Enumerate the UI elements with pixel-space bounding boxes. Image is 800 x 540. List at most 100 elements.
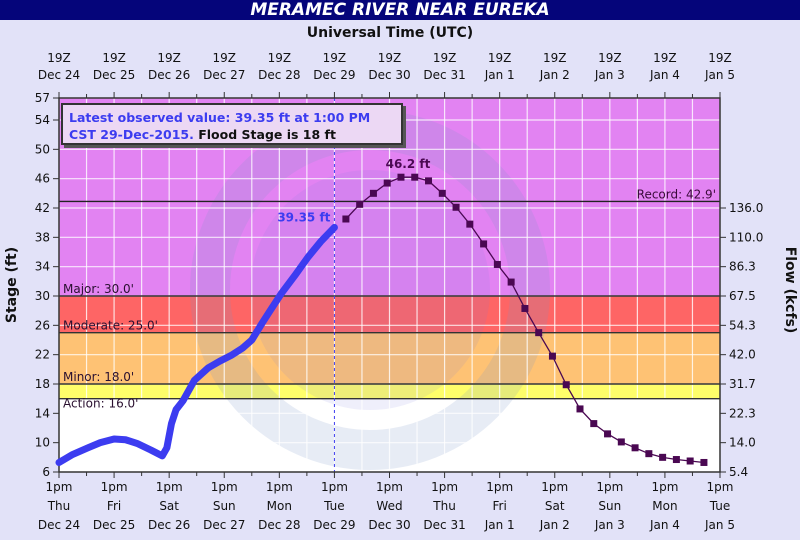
top-tick-date: Dec 30 — [368, 68, 410, 82]
top-tick-date: Jan 1 — [484, 68, 515, 82]
bottom-tick-time: 1pm — [211, 480, 238, 494]
forecast-point — [438, 189, 446, 197]
forecast-point — [700, 458, 708, 466]
bottom-tick-day: Mon — [652, 499, 677, 513]
bottom-tick-date: Dec 26 — [148, 518, 190, 532]
forecast-point — [590, 420, 598, 428]
y-tick-label: 50 — [35, 142, 50, 156]
bottom-tick-date: Dec 29 — [313, 518, 355, 532]
top-tick-date: Dec 31 — [423, 68, 465, 82]
top-tick-label: 19Z — [268, 51, 292, 65]
top-tick-date: Dec 26 — [148, 68, 190, 82]
bottom-tick-day: Tue — [323, 499, 345, 513]
legend-line-1: Latest observed value: 39.35 ft at 1:00 … — [69, 110, 371, 125]
band-label: Moderate: 25.0' — [63, 319, 158, 333]
forecast-point — [548, 352, 556, 360]
top-tick-date: Dec 29 — [313, 68, 355, 82]
bottom-tick-day: Thu — [432, 499, 456, 513]
forecast-point — [617, 438, 625, 446]
y-tick-label: 14 — [35, 406, 50, 420]
y-tick-label: 46 — [35, 172, 50, 186]
forecast-point — [645, 450, 653, 458]
forecast-point — [631, 444, 639, 452]
y2-tick-label: 31.7 — [729, 377, 756, 391]
bottom-tick-time: 1pm — [651, 480, 678, 494]
y2-tick-label: 14.0 — [729, 436, 756, 450]
band-label: Action: 16.0' — [63, 397, 138, 411]
y2-tick-label: 110.0 — [729, 230, 763, 244]
bottom-tick-time: 1pm — [596, 480, 623, 494]
bottom-tick-day: Thu — [47, 499, 71, 513]
bottom-tick-time: 1pm — [707, 480, 734, 494]
top-tick-date: Dec 24 — [38, 68, 80, 82]
y-tick-label: 54 — [35, 113, 50, 127]
forecast-point — [452, 203, 460, 211]
bottom-tick-date: Dec 25 — [93, 518, 135, 532]
top-tick-label: 19Z — [433, 51, 457, 65]
y-tick-label: 30 — [35, 289, 50, 303]
bottom-tick-date: Jan 5 — [704, 518, 735, 532]
forecast-point — [369, 189, 377, 197]
forecast-point — [397, 173, 405, 181]
y2-tick-label: 5.4 — [729, 465, 748, 479]
bottom-tick-date: Dec 28 — [258, 518, 300, 532]
top-tick-date: Dec 27 — [203, 68, 245, 82]
band-label: Minor: 18.0' — [63, 370, 134, 384]
forecast-point — [356, 200, 364, 208]
forecast-point — [466, 220, 474, 228]
forecast-point — [672, 456, 680, 464]
observed-value-label: 39.35 ft — [277, 210, 330, 224]
y2-tick-label: 42.0 — [729, 348, 756, 362]
bottom-tick-date: Dec 30 — [368, 518, 410, 532]
bottom-tick-day: Fri — [493, 499, 507, 513]
forecast-point — [480, 240, 488, 248]
bottom-tick-date: Dec 27 — [203, 518, 245, 532]
forecast-point — [562, 381, 570, 389]
observed-series-line — [55, 223, 338, 466]
y2-tick-label: 67.5 — [729, 289, 756, 303]
band-label: Major: 30.0' — [63, 282, 134, 296]
forecast-point — [604, 430, 612, 438]
legend-date: CST 29-Dec-2015. — [69, 127, 194, 142]
y-tick-label: 38 — [35, 230, 50, 244]
y-tick-label: 42 — [35, 201, 50, 215]
bottom-tick-time: 1pm — [101, 480, 128, 494]
bottom-tick-time: 1pm — [46, 480, 73, 494]
chart-title: MERAMEC RIVER NEAR EUREKA — [0, 0, 800, 20]
top-tick-date: Jan 3 — [594, 68, 625, 82]
y2-tick-label: 86.3 — [729, 260, 756, 274]
y2-tick-label: 54.3 — [729, 318, 756, 332]
y-tick-label: 10 — [35, 436, 50, 450]
bottom-tick-time: 1pm — [486, 480, 513, 494]
forecast-point — [576, 405, 584, 413]
top-tick-label: 19Z — [378, 51, 402, 65]
record-label: Record: 42.9' — [637, 187, 716, 201]
forecast-point — [686, 457, 694, 465]
top-tick-label: 19Z — [653, 51, 677, 65]
legend-flood-stage: Flood Stage is 18 ft — [198, 127, 336, 142]
y-tick-label: 6 — [42, 465, 50, 479]
y-axis-title: Stage (ft) — [4, 247, 20, 323]
bottom-tick-time: 1pm — [376, 480, 403, 494]
latest-observation-box: Latest observed value: 39.35 ft at 1:00 … — [61, 103, 403, 145]
bottom-tick-day: Tue — [709, 499, 731, 513]
forecast-point — [342, 215, 350, 223]
bottom-tick-time: 1pm — [266, 480, 293, 494]
forecast-point — [507, 278, 515, 286]
bottom-tick-time: 1pm — [321, 480, 348, 494]
noaa-watermark-inner-icon — [250, 170, 490, 410]
bottom-tick-day: Fri — [107, 499, 121, 513]
y-tick-label: 18 — [35, 377, 50, 391]
top-tick-label: 19Z — [157, 51, 181, 65]
top-tick-label: 19Z — [323, 51, 347, 65]
bottom-tick-date: Jan 1 — [484, 518, 515, 532]
bottom-tick-day: Mon — [267, 499, 292, 513]
forecast-point — [535, 329, 543, 337]
y-tick-label: 57 — [35, 91, 50, 105]
bottom-tick-date: Jan 4 — [649, 518, 680, 532]
bottom-tick-day: Wed — [376, 499, 402, 513]
forecast-point — [425, 177, 433, 185]
bottom-tick-time: 1pm — [541, 480, 568, 494]
top-tick-date: Jan 4 — [649, 68, 680, 82]
